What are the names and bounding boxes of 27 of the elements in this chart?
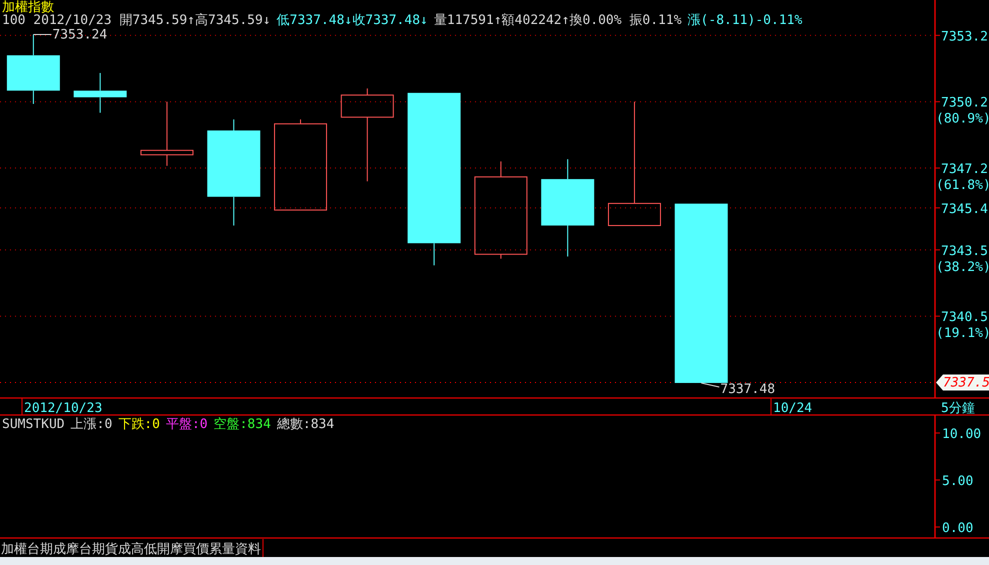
annotation: 7337.48	[720, 382, 776, 397]
text: SUMSTKUD	[2, 417, 65, 432]
annotation: 7353.24	[52, 27, 108, 42]
text: 0.00	[942, 521, 974, 536]
annotation: 量117591↑額402242↑換0.00% 振0.11%	[434, 13, 682, 28]
annotation: 100 2012/10/23 開7345.59↑高7345.59↓	[2, 12, 271, 28]
text: 5.00	[942, 474, 974, 489]
text: 總數:834	[276, 417, 334, 432]
annotation: 低7337.48↓收7337.48↓	[276, 13, 428, 28]
y-tick-label: 7350.2 (80.9%)	[936, 96, 989, 127]
y-tick-label: 7343.5 (38.2%)	[936, 244, 989, 275]
x-axis-title: 5分鐘	[941, 401, 975, 416]
text: 下跌:0	[118, 417, 160, 432]
y-tick-label: 7347.2 (61.8%)	[936, 162, 989, 194]
text: 加權台期成摩台期貨成高低開摩買價累量資料	[1, 541, 261, 557]
y-tick-label: 7345.4	[941, 202, 988, 217]
ref-line-label: 7337.5	[943, 376, 989, 391]
text: 10.00	[942, 427, 982, 442]
text: 10/24	[773, 401, 812, 416]
text: 平盤:0	[166, 417, 208, 432]
text: 2012/10/23	[24, 401, 102, 416]
text: 空盤:834	[214, 417, 272, 432]
text: 上漲:0	[70, 417, 112, 432]
y-tick-label: 7340.5 (19.1%)	[936, 310, 989, 342]
y-tick-label: 7353.2	[941, 29, 988, 44]
chart-title: 加權指數	[2, 0, 54, 15]
annotation: 漲(-8.11)-0.11%	[688, 13, 802, 28]
